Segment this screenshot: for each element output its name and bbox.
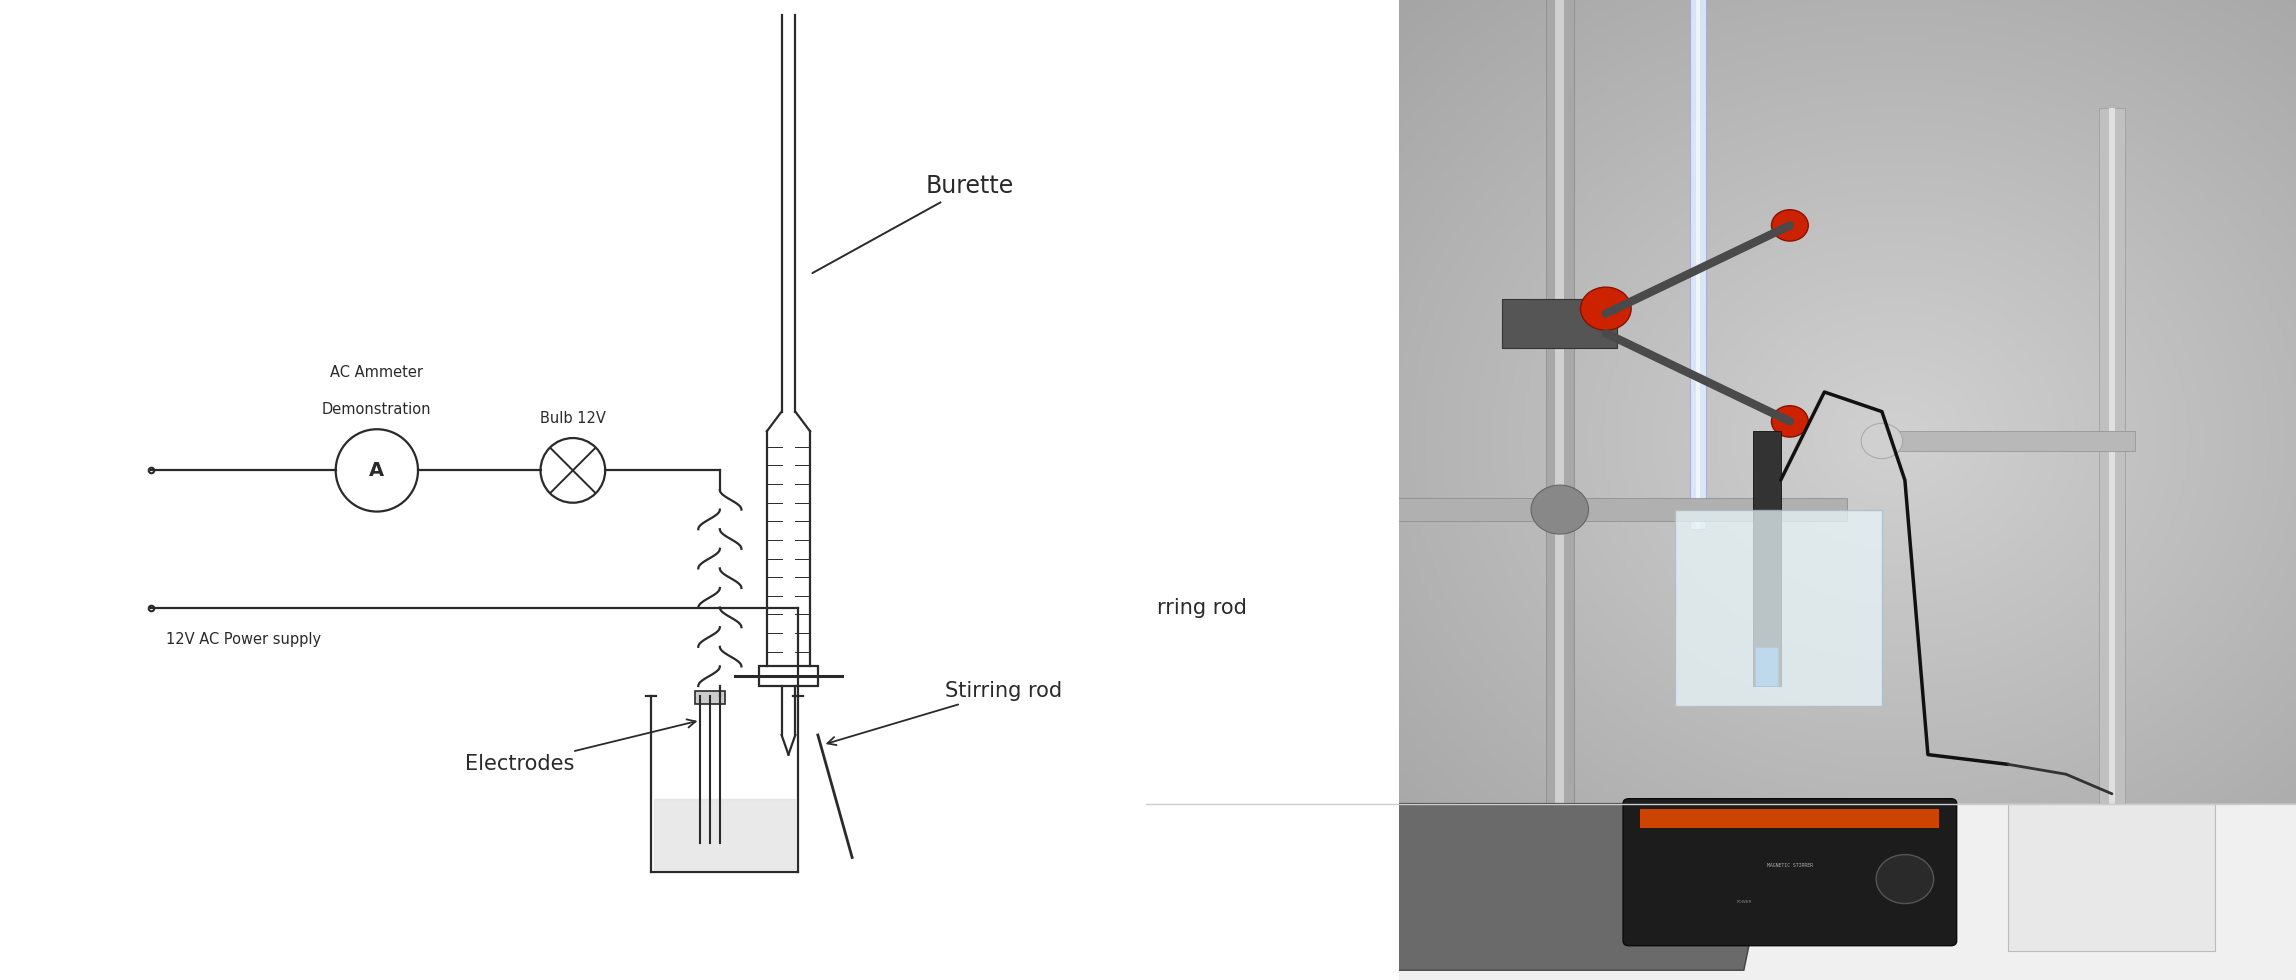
Bar <box>1694 0 1699 529</box>
Bar <box>696 691 726 704</box>
Bar <box>1146 0 1398 980</box>
Text: Electrodes: Electrodes <box>466 719 696 774</box>
Text: Burette: Burette <box>813 174 1015 273</box>
Bar <box>2009 804 2216 951</box>
Bar <box>1502 299 1616 348</box>
FancyBboxPatch shape <box>1623 799 1956 946</box>
Text: 12V AC Power supply: 12V AC Power supply <box>165 632 321 647</box>
Text: AC Ammeter: AC Ammeter <box>331 366 422 380</box>
Circle shape <box>1531 485 1589 534</box>
Bar <box>760 666 817 686</box>
Bar <box>1272 498 1848 521</box>
Circle shape <box>540 438 606 503</box>
Circle shape <box>1580 287 1630 330</box>
Bar <box>1545 0 1573 813</box>
Text: MAGNETIC STIRRER: MAGNETIC STIRRER <box>1768 862 1814 868</box>
Circle shape <box>1862 423 1903 459</box>
Bar <box>1690 0 1706 529</box>
Bar <box>1639 808 1940 828</box>
Circle shape <box>335 429 418 512</box>
Text: rring rod: rring rod <box>1157 598 1247 617</box>
Text: A: A <box>370 461 383 480</box>
Circle shape <box>1876 855 1933 904</box>
Bar <box>1554 0 1564 813</box>
Circle shape <box>1773 406 1809 437</box>
Bar <box>2099 108 2124 813</box>
Bar <box>1883 431 2135 451</box>
Bar <box>1754 431 1782 686</box>
Bar <box>1756 647 1779 686</box>
Bar <box>1674 510 1883 706</box>
Text: POWER: POWER <box>1736 901 1752 905</box>
Circle shape <box>1773 210 1809 241</box>
Polygon shape <box>1318 804 1779 970</box>
Text: Stirring rod: Stirring rod <box>827 681 1063 745</box>
Text: Bulb 12V: Bulb 12V <box>540 412 606 426</box>
Bar <box>2108 108 2115 813</box>
Text: Demonstration: Demonstration <box>321 403 432 417</box>
